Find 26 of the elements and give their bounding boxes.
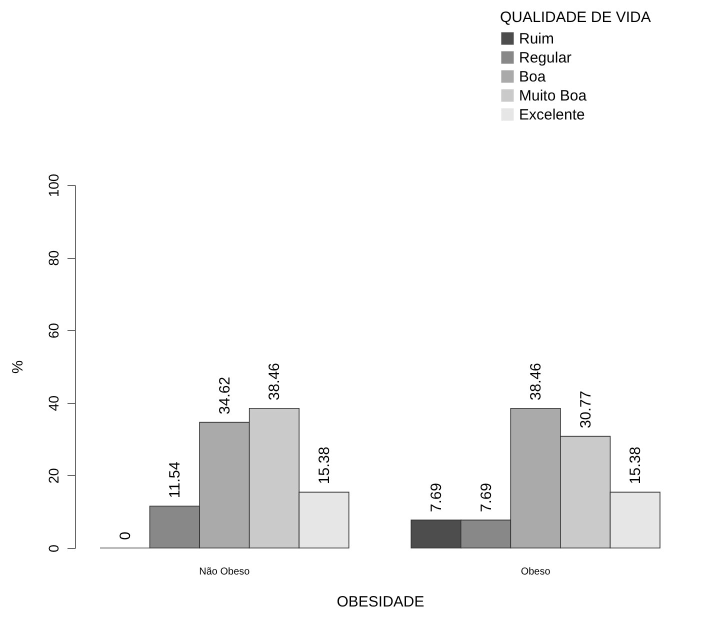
y-axis-title: %	[10, 360, 26, 374]
legend-label: Muito Boa	[519, 88, 588, 104]
legend-label: Excelente	[519, 106, 585, 124]
x-axis-title: OBESIDADE	[336, 594, 424, 610]
y-tick-label: 100	[46, 174, 62, 198]
y-tick-label: 60	[46, 322, 62, 338]
data-label: 15.38	[316, 446, 333, 484]
data-label: 15.38	[627, 446, 644, 484]
y-tick-label: 80	[46, 250, 62, 266]
y-tick-label: 0	[46, 544, 62, 552]
y-tick-label: 20	[46, 468, 62, 484]
data-label: 11.54	[166, 462, 184, 498]
x-tick-label: Não Obeso	[199, 566, 250, 578]
data-label: 0	[116, 532, 134, 540]
legend-label: Regular	[519, 50, 572, 66]
data-label: 38.46	[266, 362, 284, 400]
data-label: 30.77	[577, 390, 594, 428]
data-label: 7.69	[428, 482, 445, 512]
data-label: 38.46	[528, 362, 545, 400]
data-label: 7.69	[478, 482, 495, 512]
data-label: 34.62	[216, 376, 234, 414]
x-tick-label: Obeso	[520, 566, 551, 578]
legend-label: Ruim	[519, 30, 554, 48]
legend-title: QUALIDADE DE VIDA	[500, 9, 651, 26]
legend-label: Boa	[519, 68, 546, 86]
y-tick-label: 40	[46, 395, 62, 412]
